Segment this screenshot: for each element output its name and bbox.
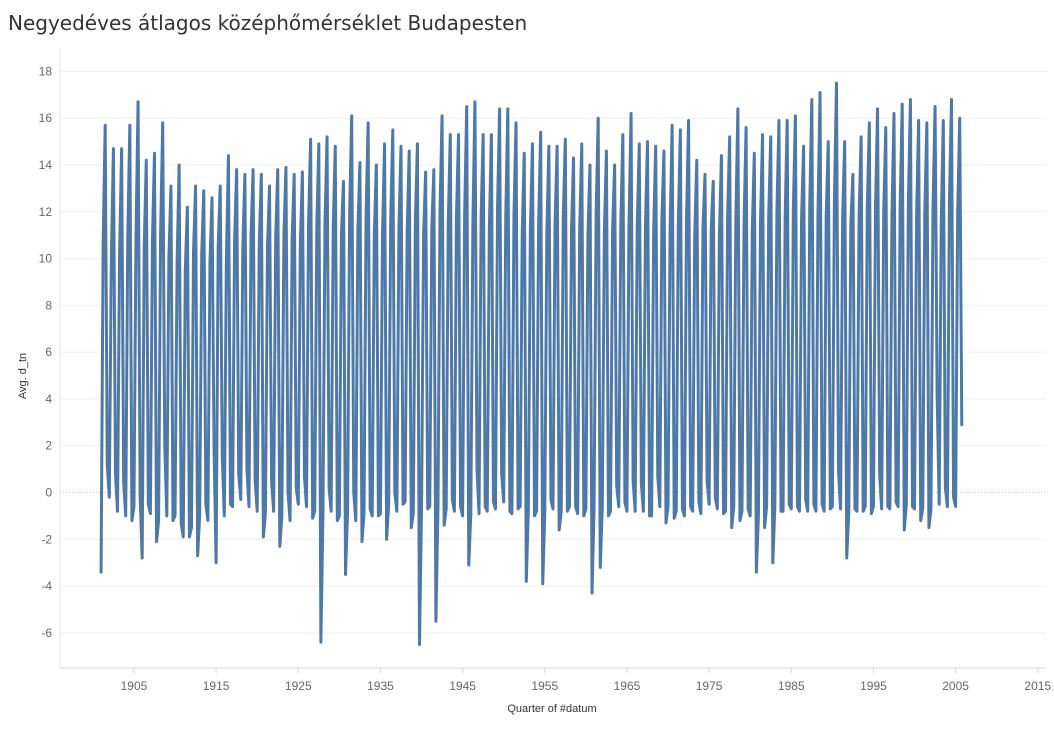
x-tick-label: 1915 — [203, 679, 230, 693]
y-tick-label: -2 — [41, 532, 52, 546]
y-tick-label: 10 — [39, 252, 53, 266]
y-tick-label: 6 — [45, 345, 52, 359]
y-tick-label: 18 — [39, 64, 53, 78]
x-tick-label: 1925 — [285, 679, 312, 693]
x-tick-label: 1995 — [860, 679, 887, 693]
x-tick-label: 1965 — [614, 679, 641, 693]
x-tick-label: 1955 — [531, 679, 558, 693]
x-tick-label: 2015 — [1024, 679, 1051, 693]
x-tick-label: 1985 — [778, 679, 805, 693]
series-line — [99, 81, 964, 647]
x-tick-label: 2005 — [942, 679, 969, 693]
x-tick-label: 1935 — [367, 679, 394, 693]
y-tick-label: 8 — [45, 298, 52, 312]
y-axis-title: Avg. d_tn — [17, 353, 29, 399]
x-tick-label: 1905 — [121, 679, 148, 693]
y-tick-label: 16 — [39, 111, 53, 125]
grid-lines — [60, 70, 1046, 634]
x-tick-label: 1945 — [449, 679, 476, 693]
x-axis-title: Quarter of #datum — [507, 703, 596, 715]
y-tick-label: 4 — [45, 392, 52, 406]
y-tick-label: 2 — [45, 439, 52, 453]
x-tick-label: 1975 — [696, 679, 723, 693]
y-tick-label: -6 — [41, 626, 52, 640]
y-tick-label: -4 — [41, 579, 52, 593]
chart-title: Negyedéves átlagos középhőmérséklet Buda… — [8, 11, 528, 35]
series-group — [99, 81, 964, 647]
plot-border — [59, 48, 1046, 669]
y-tick-label: 14 — [39, 158, 53, 172]
y-axis-ticks: -6 -4 -2 0 2 4 6 8 10 12 14 16 18 — [39, 64, 53, 640]
y-tick-label: 0 — [45, 486, 52, 500]
y-tick-label: 12 — [39, 205, 53, 219]
x-axis-ticks: 1905 1915 1925 1935 1945 1955 1965 1975 1985 1995… — [121, 668, 1051, 693]
